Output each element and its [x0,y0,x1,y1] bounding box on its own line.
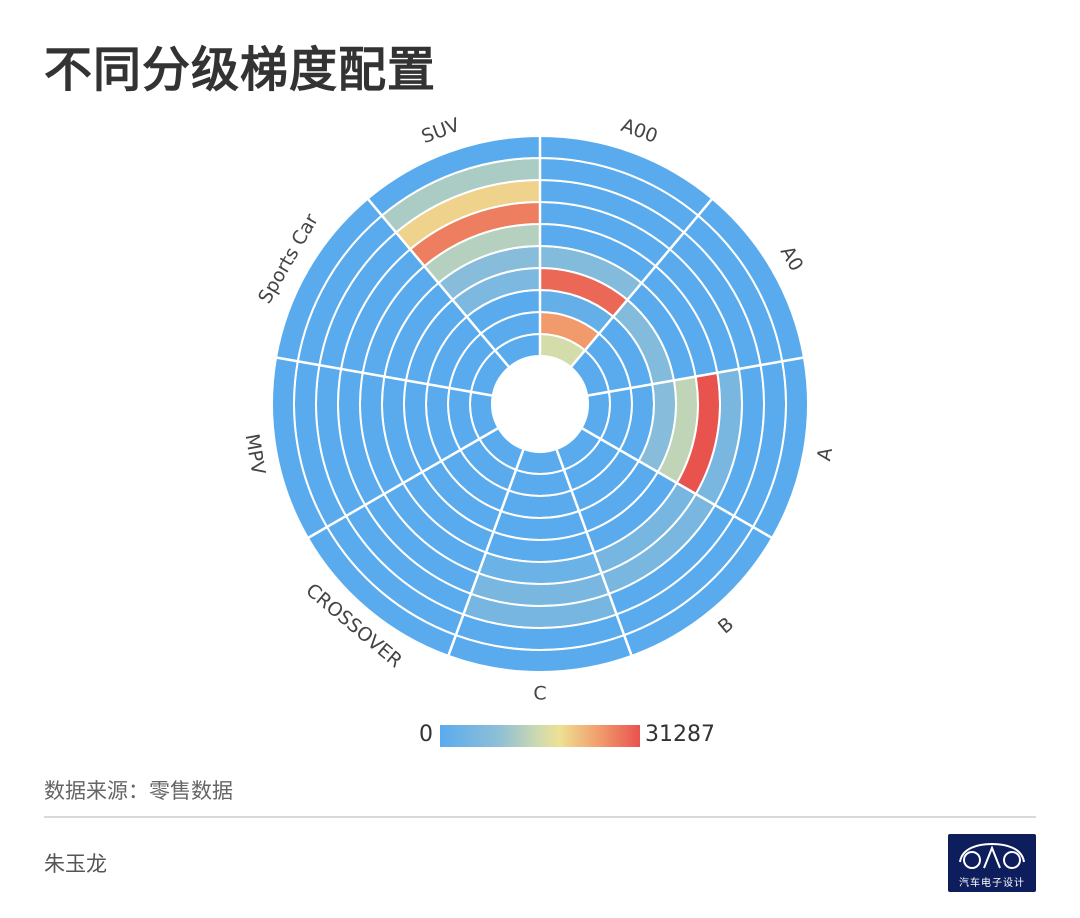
category-label: SUV [419,114,463,148]
sector-divider [366,197,511,369]
sector-divider [447,448,525,657]
sector-divider [587,356,805,397]
legend-min-label: 0 [419,722,433,747]
logo-text: 汽车电子设计 [959,878,1025,889]
legend-max-label: 31287 [645,722,715,747]
car-outline-icon [959,842,1025,869]
sector-divider [307,426,500,540]
category-label: C [533,683,546,705]
category-label: B [714,613,738,638]
category-label: A0 [776,242,808,275]
footer-divider [44,816,1036,818]
sector-dividers [275,136,805,657]
brand-logo: 汽车电子设计 [948,834,1036,892]
sector-divider [555,448,633,657]
sector-divider [569,197,714,369]
data-source-note: 数据来源：零售数据 [44,779,233,803]
category-label: MPV [241,432,270,476]
sector-divider [275,356,493,397]
sector-divider [580,426,773,540]
chart-title: 不同分级梯度配置 [44,42,437,98]
category-label: A00 [618,114,660,147]
category-label: A [813,446,837,463]
heatmap-cells [271,134,809,673]
author-name: 朱玉龙 [44,852,107,876]
heatmap-cell [507,468,573,497]
legend-gradient-bar [440,725,640,747]
